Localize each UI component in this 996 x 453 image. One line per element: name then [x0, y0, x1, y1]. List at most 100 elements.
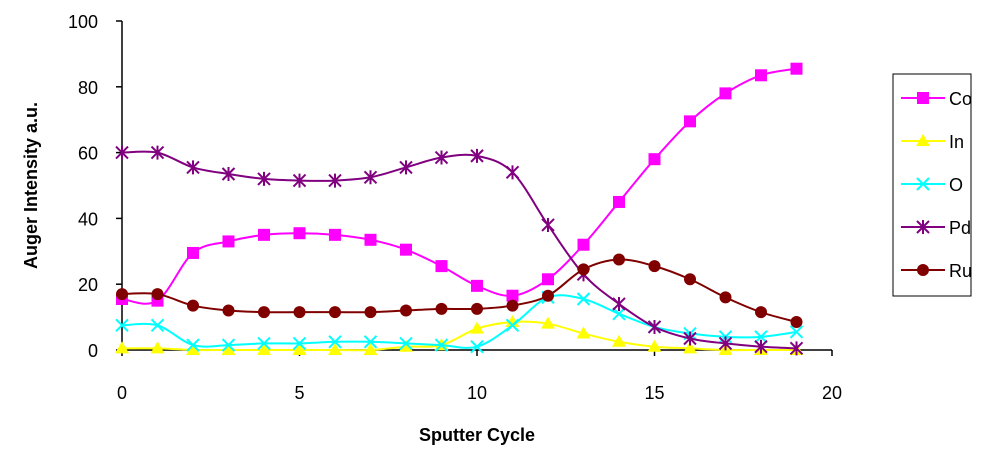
data-point-in	[150, 341, 165, 354]
marker-shape	[257, 171, 271, 186]
series-o	[115, 290, 804, 354]
marker-shape	[221, 166, 236, 181]
data-point-in	[115, 341, 129, 354]
marker-shape	[917, 92, 929, 104]
marker-shape	[684, 115, 696, 128]
data-point-ru	[577, 263, 590, 276]
data-point-ru	[648, 260, 661, 273]
marker-shape	[506, 289, 519, 302]
data-point-ru	[719, 291, 732, 304]
x-tick-label: 10	[467, 383, 487, 403]
data-point-pd	[115, 145, 129, 160]
data-point-ru	[471, 302, 483, 315]
data-point-ru	[400, 304, 412, 317]
data-point-pd	[612, 296, 626, 311]
x-axis-title: Sputter Cycle	[419, 425, 535, 445]
data-point-co	[293, 227, 306, 240]
data-point-o	[186, 338, 200, 352]
series-line-o	[121, 294, 797, 349]
x-tick-label: 15	[644, 383, 664, 403]
data-point-o	[115, 318, 129, 333]
marker-shape	[755, 69, 767, 82]
marker-shape	[471, 302, 483, 315]
marker-shape	[542, 273, 554, 286]
data-point-in	[257, 343, 271, 355]
data-point-pd	[328, 173, 342, 188]
data-point-pd	[186, 160, 200, 175]
marker-shape	[258, 228, 270, 241]
marker-shape	[470, 340, 484, 354]
marker-shape	[917, 264, 929, 276]
marker-shape	[222, 304, 235, 317]
marker-shape	[471, 279, 483, 292]
data-point-ru	[755, 306, 767, 319]
data-point-in	[612, 334, 626, 347]
marker-shape	[222, 235, 235, 248]
marker-shape	[505, 165, 520, 180]
marker-shape	[683, 331, 697, 346]
data-point-ru	[151, 288, 164, 301]
marker-shape	[400, 304, 412, 317]
y-tick-label: 80	[78, 78, 98, 98]
data-point-co	[684, 115, 696, 128]
marker-shape	[150, 145, 165, 160]
data-point-pd	[505, 165, 520, 180]
y-tick-label: 0	[88, 341, 98, 361]
marker-shape	[718, 336, 733, 351]
marker-shape	[754, 330, 768, 344]
marker-shape	[399, 336, 413, 351]
data-point-pd	[434, 150, 449, 165]
marker-shape	[399, 160, 413, 175]
series-line-co	[121, 67, 797, 305]
data-point-pd	[470, 148, 484, 163]
data-point-o	[789, 325, 804, 339]
data-point-co	[613, 195, 625, 208]
series-layer	[115, 62, 804, 356]
data-point-ru	[790, 316, 803, 329]
legend: Co In O Pd Ru	[892, 73, 972, 297]
x-tick-label: 20	[822, 383, 842, 403]
legend-item-co: Co	[901, 89, 972, 109]
data-point-ru	[684, 273, 696, 286]
data-point-co	[577, 238, 590, 251]
marker-shape	[542, 289, 554, 302]
data-point-pd	[292, 173, 307, 188]
marker-shape	[541, 316, 555, 329]
marker-shape	[648, 260, 661, 273]
data-point-in	[221, 343, 236, 355]
marker-shape	[292, 173, 307, 188]
marker-shape	[505, 318, 520, 333]
data-point-ru	[613, 253, 625, 266]
legend-label-pd: Pd	[949, 218, 971, 238]
marker-shape	[328, 343, 342, 355]
data-point-ru	[258, 306, 270, 319]
marker-shape	[399, 339, 413, 352]
marker-shape	[719, 291, 732, 304]
series-line-pd	[121, 150, 797, 350]
data-point-o	[292, 336, 307, 351]
marker-shape	[293, 306, 306, 319]
marker-shape	[613, 195, 625, 208]
marker-shape	[577, 238, 590, 251]
data-point-pd	[150, 145, 165, 160]
data-point-pd	[718, 336, 733, 351]
marker-shape	[647, 339, 662, 352]
data-point-co	[471, 279, 483, 292]
marker-shape	[187, 299, 199, 312]
data-point-o	[470, 340, 484, 354]
marker-shape	[790, 62, 803, 75]
x-tick-label: 0	[117, 383, 127, 403]
data-point-pd	[683, 331, 697, 346]
legend-marker-o	[916, 177, 930, 191]
marker-shape	[115, 145, 129, 160]
marker-shape	[364, 233, 377, 246]
data-point-o	[150, 318, 165, 333]
data-point-in	[470, 321, 484, 334]
data-point-pd	[541, 217, 555, 232]
marker-shape	[576, 292, 591, 306]
marker-shape	[221, 343, 236, 355]
marker-shape	[754, 339, 768, 354]
marker-shape	[186, 343, 200, 355]
marker-shape	[577, 263, 590, 276]
data-point-pd	[647, 319, 662, 334]
